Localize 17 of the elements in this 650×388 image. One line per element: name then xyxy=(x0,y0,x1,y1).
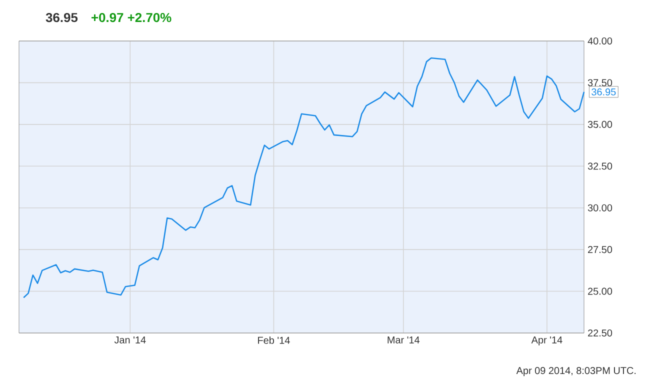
y-tick-label: 40.00 xyxy=(588,37,612,45)
y-tick-label: 35.00 xyxy=(588,120,612,128)
chart-title: 36.95 xyxy=(46,12,78,22)
x-tick-label: Jan '14 xyxy=(114,336,146,344)
x-tick-label: Feb '14 xyxy=(258,336,290,344)
y-tick-label: 27.50 xyxy=(588,246,612,254)
y-tick-label: 37.50 xyxy=(588,79,612,86)
y-tick-label: 25.00 xyxy=(588,288,612,295)
x-tick-label: Mar '14 xyxy=(388,336,420,344)
x-tick-label: Apr '14 xyxy=(531,336,562,346)
y-tick-label: 22.50 xyxy=(588,329,612,337)
chart-subtitle: +0.97 +2.70% xyxy=(92,12,172,22)
y-tick-label: 30.00 xyxy=(588,204,612,212)
line-series xyxy=(22,57,585,298)
text: Apr 09 2014, 8:03PM UTC. xyxy=(516,367,636,376)
y-tick-label: 32.50 xyxy=(588,162,612,170)
annotation: 36.95 xyxy=(592,88,616,96)
